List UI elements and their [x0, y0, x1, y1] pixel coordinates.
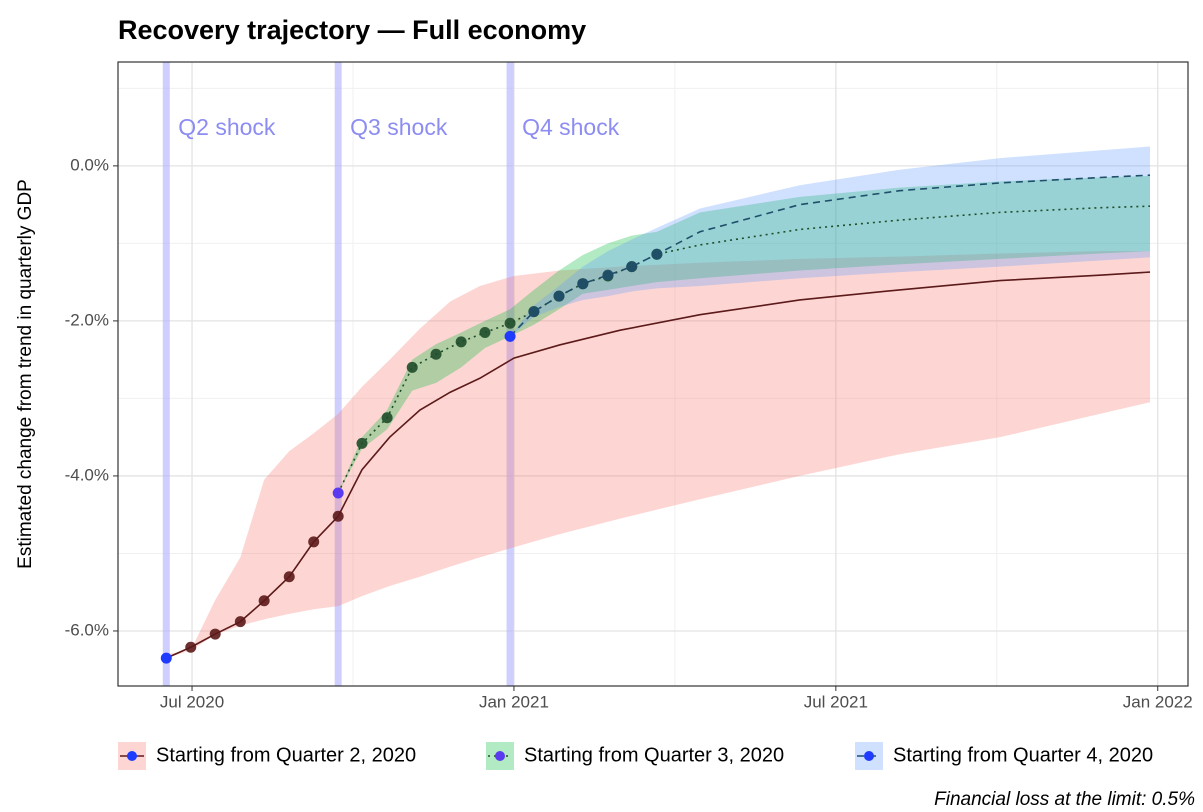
legend-label: Starting from Quarter 2, 2020: [156, 744, 416, 766]
data-point: [356, 437, 368, 449]
data-point: [602, 269, 614, 281]
plot-border: [117, 61, 1189, 687]
data-point: [577, 278, 589, 290]
data-point: [430, 348, 442, 360]
data-point: [528, 306, 540, 318]
data-point: [406, 361, 418, 373]
data-point: [626, 261, 638, 273]
shock-band: [162, 62, 170, 686]
data-point: [381, 412, 393, 424]
shock-band: [334, 62, 342, 686]
y-tick-label: -6.0%: [65, 620, 109, 639]
data-point: [308, 536, 320, 548]
data-point: [651, 248, 663, 260]
y-tick-label: 0.0%: [70, 155, 109, 174]
legend-label: Starting from Quarter 4, 2020: [893, 744, 1153, 766]
data-point: [160, 652, 172, 664]
data-point: [234, 616, 246, 628]
data-point: [455, 336, 467, 348]
series-line: [165, 271, 1151, 659]
legend-key-point: [127, 751, 137, 761]
shock-label: Q4 shock: [522, 114, 620, 140]
shock-band: [506, 62, 514, 686]
y-tick-label: -4.0%: [65, 465, 109, 484]
legend-item: Starting from Quarter 3, 2020: [486, 742, 784, 770]
data-point: [504, 330, 516, 342]
legend-key-point: [495, 751, 505, 761]
legend-label: Starting from Quarter 3, 2020: [524, 744, 784, 766]
confidence-band: [338, 175, 1151, 493]
confidence-band: [166, 251, 1151, 659]
y-axis-title: Estimated change from trend in quarterly…: [15, 179, 36, 569]
x-tick-label: Jul 2021: [804, 692, 868, 711]
confidence-band: [510, 146, 1151, 337]
data-point: [553, 290, 565, 302]
data-point: [209, 628, 221, 640]
legend-key-point: [864, 751, 874, 761]
shock-label: Q2 shock: [178, 114, 276, 140]
data-point: [332, 510, 344, 522]
data-point: [185, 641, 197, 653]
x-tick-label: Jan 2022: [1123, 692, 1193, 711]
footnote: Financial loss at the limit: 0.5%: [934, 789, 1195, 810]
data-point: [283, 571, 295, 583]
x-tick-label: Jan 2021: [479, 692, 549, 711]
shock-label: Q3 shock: [350, 114, 448, 140]
legend-item: Starting from Quarter 2, 2020: [118, 742, 416, 770]
y-tick-label: -2.0%: [65, 310, 109, 329]
data-point: [258, 595, 270, 607]
legend-item: Starting from Quarter 4, 2020: [855, 742, 1153, 770]
chart-title: Recovery trajectory — Full economy: [118, 15, 586, 45]
x-tick-label: Jul 2020: [160, 692, 224, 711]
data-point: [332, 487, 344, 499]
data-point: [479, 327, 491, 339]
data-point: [504, 317, 516, 329]
